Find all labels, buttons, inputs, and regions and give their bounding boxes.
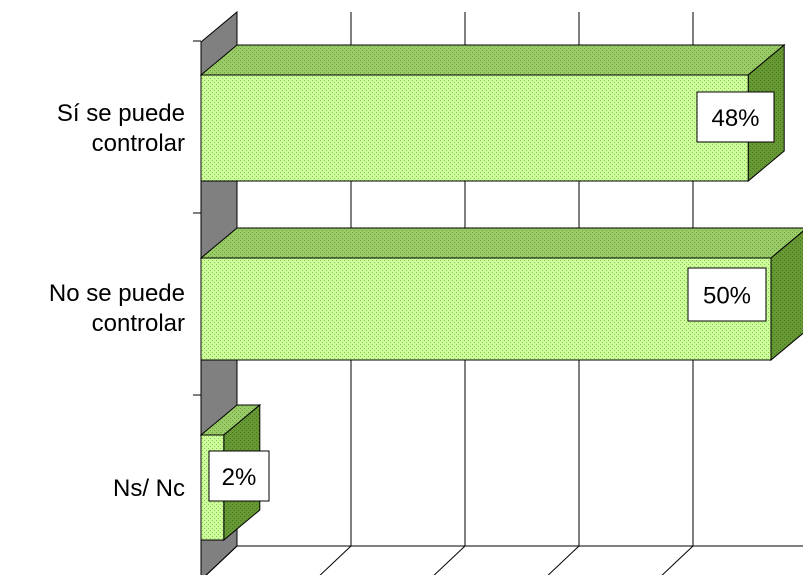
bar-front-face xyxy=(200,257,772,361)
data-label-box xyxy=(687,267,767,322)
category-label: Sí se puede controlar xyxy=(57,100,185,157)
data-label-box xyxy=(696,91,775,143)
bar-front-face xyxy=(200,74,749,182)
floor-gridline xyxy=(200,545,238,580)
category-label: No se puede controlar xyxy=(49,280,185,337)
data-label: 2% xyxy=(208,450,270,502)
category-label-line: controlar xyxy=(92,130,185,157)
floor-gridline xyxy=(428,545,466,580)
data-label-box xyxy=(208,450,270,502)
category-labels: Sí se puede controlar No se puede controlar… xyxy=(49,100,185,502)
floor-gridline xyxy=(314,545,352,580)
bar-top-face xyxy=(199,227,803,259)
floor-gridline xyxy=(656,545,694,580)
data-label-text: 48% xyxy=(711,105,759,132)
category-label-line: controlar xyxy=(92,310,185,337)
data-labels: 48% 50% 2% xyxy=(208,91,775,502)
category-label-line: Sí se puede xyxy=(57,100,185,127)
data-label: 50% xyxy=(687,267,767,322)
data-label: 48% xyxy=(696,91,775,143)
floor-gridline xyxy=(542,545,580,580)
category-label-line: Ns/ Nc xyxy=(113,475,185,502)
bar xyxy=(199,227,803,362)
category-label: Ns/ Nc xyxy=(113,475,185,502)
data-label-text: 50% xyxy=(703,283,751,310)
bar xyxy=(199,43,786,183)
bars xyxy=(199,43,803,542)
bar-top-face xyxy=(199,44,786,76)
category-label-line: No se puede xyxy=(49,280,185,307)
data-label-text: 2% xyxy=(222,464,257,491)
